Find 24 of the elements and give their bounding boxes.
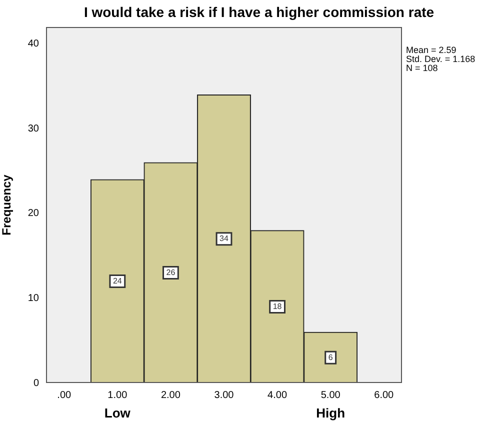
y-tick-label: 40 bbox=[28, 38, 40, 50]
text: Mean = 2.59 bbox=[406, 44, 456, 55]
y-tick-label: 0 bbox=[33, 378, 40, 389]
data-label: 34 bbox=[220, 234, 229, 244]
data-label: 26 bbox=[166, 268, 176, 278]
x-tick-label: 1.00 bbox=[108, 390, 128, 401]
text: High bbox=[316, 406, 346, 421]
x-tick-label: 3.00 bbox=[214, 390, 234, 401]
text: Std. Dev. = 1.168 bbox=[406, 54, 476, 64]
data-label: 6 bbox=[328, 352, 334, 362]
y-tick-label: 30 bbox=[28, 123, 40, 134]
y-tick-label: 20 bbox=[28, 208, 40, 220]
text: N = 108 bbox=[406, 62, 438, 73]
x-tick-label: 4.00 bbox=[268, 390, 288, 401]
x-tick-label: 6.00 bbox=[374, 390, 394, 401]
x-tick-label: 2.00 bbox=[160, 390, 181, 401]
x-tick-label: 5.00 bbox=[320, 390, 341, 401]
data-label: 24 bbox=[112, 276, 122, 286]
x-tick-label: .00 bbox=[57, 390, 72, 401]
data-label: 18 bbox=[272, 302, 282, 311]
chart-title: I would take a risk if I have a higher commission rate bbox=[84, 4, 434, 20]
text: Low bbox=[104, 406, 132, 421]
y-axis-title: Frequency bbox=[0, 174, 14, 236]
y-tick-label: 10 bbox=[28, 292, 40, 304]
